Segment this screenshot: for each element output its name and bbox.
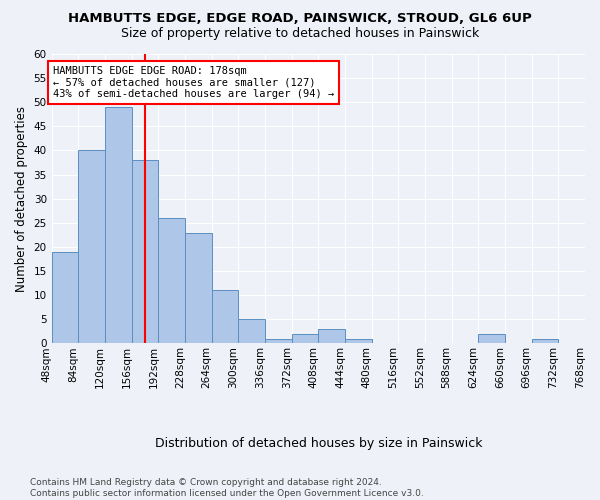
Bar xyxy=(79,150,105,344)
Bar xyxy=(265,338,292,344)
Bar xyxy=(185,232,212,344)
Bar xyxy=(478,334,505,344)
Bar xyxy=(158,218,185,344)
Bar xyxy=(292,334,319,344)
Y-axis label: Number of detached properties: Number of detached properties xyxy=(15,106,28,292)
Text: Size of property relative to detached houses in Painswick: Size of property relative to detached ho… xyxy=(121,28,479,40)
Text: HAMBUTTS EDGE EDGE ROAD: 178sqm
← 57% of detached houses are smaller (127)
43% o: HAMBUTTS EDGE EDGE ROAD: 178sqm ← 57% of… xyxy=(53,66,334,100)
Bar xyxy=(532,338,559,344)
Text: Contains HM Land Registry data © Crown copyright and database right 2024.
Contai: Contains HM Land Registry data © Crown c… xyxy=(30,478,424,498)
Bar xyxy=(319,329,345,344)
Bar xyxy=(345,338,371,344)
Text: HAMBUTTS EDGE, EDGE ROAD, PAINSWICK, STROUD, GL6 6UP: HAMBUTTS EDGE, EDGE ROAD, PAINSWICK, STR… xyxy=(68,12,532,26)
Bar xyxy=(52,252,79,344)
Bar xyxy=(212,290,238,344)
Bar xyxy=(105,107,131,344)
Bar xyxy=(238,320,265,344)
X-axis label: Distribution of detached houses by size in Painswick: Distribution of detached houses by size … xyxy=(155,437,482,450)
Bar xyxy=(131,160,158,344)
